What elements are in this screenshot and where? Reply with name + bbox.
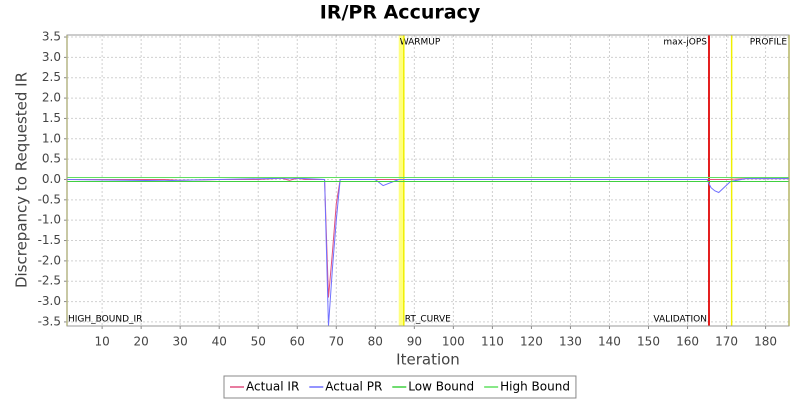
series-line [66, 177, 789, 327]
x-tick-label: 70 [329, 335, 344, 349]
y-axis-label: Discrepancy to Requested IR [13, 72, 31, 288]
marker-label: VALIDATION [653, 315, 707, 325]
x-tick-label: 10 [94, 335, 109, 349]
legend: Actual IR Actual PR Low Bound High Bound [223, 375, 577, 399]
x-tick-label: 140 [598, 335, 621, 349]
marker-label: max-jOPS [663, 38, 707, 48]
x-tick-label: 30 [173, 335, 188, 349]
y-tick-label: -2.0 [38, 253, 61, 267]
x-tick-label: 90 [407, 335, 422, 349]
y-tick-label: 3.5 [42, 30, 61, 44]
y-tick-label: 1.0 [42, 131, 61, 145]
marker-label: WARMUP [400, 38, 441, 48]
x-tick-label: 100 [442, 335, 465, 349]
legend-label: Low Bound [408, 380, 474, 394]
y-tick-label: 0.0 [42, 172, 61, 186]
x-tick-label: 110 [481, 335, 504, 349]
x-tick-label: 40 [212, 335, 227, 349]
x-tick-label: 60 [290, 335, 305, 349]
legend-label: Actual IR [246, 380, 299, 394]
x-tick-label: 20 [134, 335, 149, 349]
legend-label: High Bound [500, 380, 570, 394]
legend-item: Actual PR [309, 380, 382, 394]
legend-item: Low Bound [392, 380, 474, 394]
x-tick-label: 80 [368, 335, 383, 349]
y-tick-label: -1.5 [38, 233, 61, 247]
marker-label: RT_CURVE [405, 315, 451, 325]
legend-item: High Bound [484, 380, 570, 394]
marker-label: PROFILE [750, 38, 788, 48]
y-tick-label: 2.0 [42, 91, 61, 105]
x-tick-label: 170 [715, 335, 738, 349]
y-tick-label: -3.0 [38, 294, 61, 308]
legend-label: Actual PR [325, 380, 382, 394]
y-tick-label: 0.5 [42, 152, 61, 166]
y-tick-label: -2.5 [38, 274, 61, 288]
y-tick-label: -0.5 [38, 192, 61, 206]
x-tick-label: 160 [676, 335, 699, 349]
x-tick-label: 180 [754, 335, 777, 349]
y-tick-label: 3.0 [42, 50, 61, 64]
chart-title: IR/PR Accuracy [320, 2, 481, 24]
x-tick-label: 120 [520, 335, 543, 349]
x-tick-label: 150 [637, 335, 660, 349]
legend-item: Actual IR [230, 380, 299, 394]
y-tick-label: -3.5 [38, 314, 61, 328]
y-tick-label: 1.5 [42, 111, 61, 125]
y-tick-label: -1.0 [38, 213, 61, 227]
marker-band [398, 35, 404, 326]
legend-box [223, 375, 577, 399]
x-tick-label: 50 [251, 335, 266, 349]
marker-label: HIGH_BOUND_IR [68, 315, 142, 325]
plot-border [66, 34, 790, 327]
y-tick-label: 2.5 [42, 70, 61, 84]
x-tick-label: 130 [559, 335, 582, 349]
x-axis-label: Iteration [396, 351, 460, 369]
